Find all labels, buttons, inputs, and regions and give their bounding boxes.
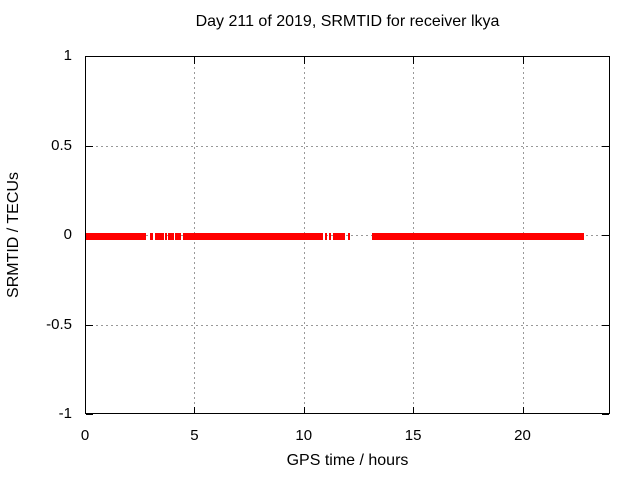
data-segment — [154, 232, 164, 240]
y-tick-mark-right — [602, 235, 609, 236]
y-tick-mark-right — [602, 56, 609, 57]
chart-title: Day 211 of 2019, SRMTID for receiver lky… — [195, 13, 500, 30]
x-tick-mark — [85, 407, 86, 414]
x-tick-mark-top — [194, 57, 196, 64]
data-point — [179, 232, 182, 240]
x-tick-mark — [522, 407, 524, 414]
y-tick-mark-right — [602, 414, 609, 415]
grid-line-y — [86, 145, 609, 147]
data-point — [164, 232, 167, 240]
data-segment — [333, 232, 345, 240]
y-tick-label: 1 — [63, 47, 72, 64]
y-tick-label: -0.5 — [46, 315, 72, 333]
x-tick-label: 5 — [190, 427, 199, 444]
data-point — [348, 232, 351, 240]
grid-line-y — [86, 235, 609, 236]
x-tick-mark-top — [303, 57, 305, 64]
data-segment — [149, 232, 153, 240]
data-point — [169, 232, 172, 240]
y-tick-label: 0 — [63, 226, 72, 243]
x-tick-mark-top — [85, 57, 86, 64]
data-segment — [372, 232, 584, 240]
x-tick-label: 15 — [404, 427, 422, 444]
x-tick-mark-top — [522, 57, 524, 64]
y-tick-mark-right — [602, 324, 609, 326]
data-point — [329, 232, 331, 240]
data-segment — [86, 232, 147, 240]
data-point — [325, 232, 328, 240]
data-segment — [183, 232, 323, 240]
y-tick-mark — [86, 145, 93, 147]
y-tick-label: -1 — [58, 405, 72, 422]
y-tick-mark — [86, 324, 93, 326]
data-point — [174, 232, 177, 240]
y-tick-mark — [86, 56, 93, 57]
x-tick-mark-top — [413, 57, 415, 64]
data-point — [172, 232, 175, 240]
x-tick-mark — [194, 407, 196, 414]
x-tick-label: 10 — [295, 427, 313, 444]
x-axis-label: GPS time / hours — [286, 452, 409, 469]
x-tick-mark — [303, 407, 305, 414]
grid-line-y — [86, 324, 609, 326]
x-tick-mark — [413, 407, 415, 414]
x-tick-label: 20 — [514, 427, 531, 444]
data-point — [176, 232, 179, 240]
y-tick-label: 0.5 — [51, 136, 72, 154]
data-point — [167, 232, 170, 240]
x-tick-label: 0 — [80, 427, 90, 444]
y-tick-mark — [86, 414, 93, 415]
y-tick-mark-right — [602, 145, 609, 147]
